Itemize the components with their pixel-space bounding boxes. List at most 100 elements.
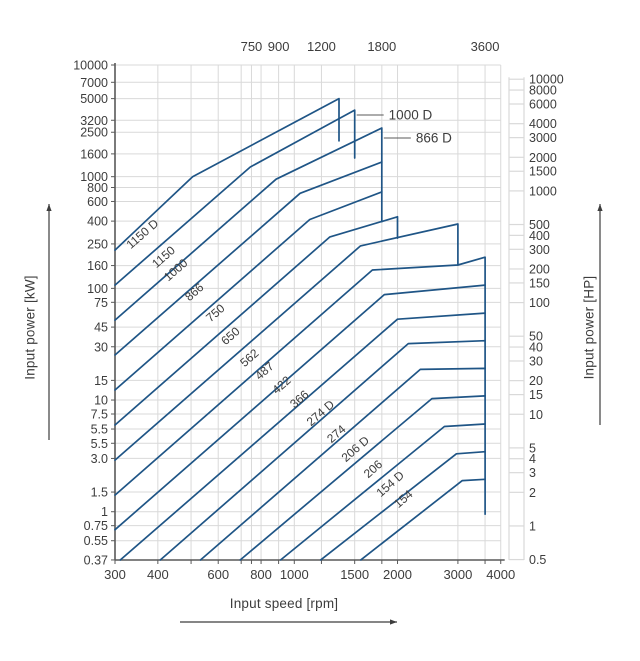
kw-tick-label: 10000: [73, 59, 108, 73]
rpm-tick-label: 1500: [340, 567, 369, 582]
curve-1150: [114, 109, 356, 286]
hp-tick-label: 30: [529, 354, 543, 368]
hp-tick-label: 40: [529, 341, 543, 355]
rpm-top-tick-label: 1200: [307, 39, 336, 54]
rpm-top-tick-label: 900: [268, 39, 290, 54]
kw-axis-arrow-head: [46, 204, 52, 211]
hp-tick-label: 150: [529, 276, 550, 290]
hp-tick-label: 3: [529, 466, 536, 480]
curve-label-206-d: 206 D: [339, 433, 373, 465]
hp-tick-label: 1500: [529, 165, 557, 179]
kw-tick-label: 75: [94, 296, 108, 310]
kw-tick-label: 45: [94, 321, 108, 335]
kw-tick-label: 3200: [80, 114, 108, 128]
rpm-top-tick-label: 750: [241, 39, 263, 54]
callout-label-866-d: 866 D: [416, 130, 452, 145]
hp-tick-label: 5: [529, 441, 536, 455]
kw-tick-label: 0.55: [84, 534, 108, 548]
curve-750: [114, 191, 383, 391]
hp-tick-label: 8000: [529, 84, 557, 98]
kw-tick-label: 1.5: [91, 486, 108, 500]
rpm-tick-label: 800: [250, 567, 272, 582]
rpm-top-tick-label: 1800: [367, 39, 396, 54]
kw-tick-label: 10: [94, 394, 108, 408]
kw-tick-label: 0.37: [84, 553, 108, 567]
kw-tick-label: 400: [87, 215, 108, 229]
curve-562: [114, 223, 459, 461]
curve-label-274-d: 274 D: [304, 397, 338, 429]
kw-tick-label: 160: [87, 259, 108, 273]
rpm-tick-label: 1000: [280, 567, 309, 582]
kw-tick-label: 100: [87, 282, 108, 296]
curve-label-366: 366: [287, 387, 312, 411]
kw-tick-label: 30: [94, 340, 108, 354]
hp-tick-label: 4000: [529, 117, 557, 131]
curve-1150-d: [114, 97, 340, 251]
kw-tick-label: 1: [101, 505, 108, 519]
curve-label-154: 154: [391, 487, 416, 511]
kw-tick-label: 7.5: [91, 407, 108, 421]
y-axis-title-hp: Input power [HP]: [581, 275, 597, 380]
hp-tick-label: 4: [529, 452, 536, 466]
rpm-tick-label: 3000: [443, 567, 472, 582]
hp-tick-label: 2: [529, 486, 536, 500]
rpm-tick-label: 2000: [383, 567, 412, 582]
curve-label-274: 274: [324, 422, 349, 446]
kw-tick-label: 1000: [80, 170, 108, 184]
x-axis-title: Input speed [rpm]: [229, 596, 339, 611]
curve-866: [114, 161, 383, 356]
hp-tick-label: 400: [529, 229, 550, 243]
rpm-tick-label: 4000: [486, 567, 515, 582]
curve-274-d: [159, 339, 486, 561]
curve-label-750: 750: [203, 301, 228, 325]
hp-tick-label: 100: [529, 296, 550, 310]
kw-tick-label: 3.0: [91, 452, 108, 466]
callout-label-1000-d: 1000 D: [389, 108, 433, 123]
speed-axis-arrow-head: [390, 619, 397, 625]
hp-tick-label: 20: [529, 374, 543, 388]
kw-tick-label: 600: [87, 195, 108, 209]
curve-422: [114, 284, 486, 531]
hp-tick-label: 0.5: [529, 553, 546, 567]
y-axis-title-kw: Input power [kW]: [22, 275, 38, 380]
kw-tick-label: 5.5: [91, 437, 108, 451]
kw-tick-label: 15: [94, 374, 108, 388]
curve-154: [359, 478, 486, 561]
curve-154-d: [319, 450, 486, 561]
kw-tick-label: 800: [87, 181, 108, 195]
hp-axis-arrow-head: [597, 204, 603, 211]
rpm-tick-label: 600: [207, 567, 229, 582]
hp-tick-label: 10000: [529, 73, 564, 87]
curve-487: [114, 256, 486, 496]
curve-label-866: 866: [182, 280, 207, 304]
hp-tick-label: 50: [529, 330, 543, 344]
hp-tick-label: 1: [529, 519, 536, 533]
curve-label-487: 487: [252, 359, 277, 383]
curve-1000: [114, 127, 383, 321]
kw-tick-label: 2500: [80, 126, 108, 140]
curve-206-d: [239, 395, 486, 561]
hp-tick-label: 2000: [529, 151, 557, 165]
curve-274: [199, 367, 486, 561]
kw-tick-label: 1600: [80, 147, 108, 161]
hp-tick-label: 3000: [529, 131, 557, 145]
hp-tick-label: 1000: [529, 184, 557, 198]
hp-tick-label: 200: [529, 262, 550, 276]
rpm-top-tick-label: 3600: [471, 39, 500, 54]
kw-tick-label: 0.75: [84, 519, 108, 533]
hp-tick-label: 300: [529, 243, 550, 257]
kw-tick-label: 7000: [80, 76, 108, 90]
hp-tick-label: 500: [529, 218, 550, 232]
kw-tick-label: 5000: [80, 92, 108, 106]
kw-tick-label: 250: [87, 237, 108, 251]
hp-tick-label: 6000: [529, 98, 557, 112]
curve-650: [114, 215, 399, 426]
curve-206: [279, 423, 486, 561]
kw-tick-label: 5.5: [91, 423, 108, 437]
rpm-tick-label: 400: [147, 567, 169, 582]
curve-366: [119, 312, 486, 561]
hp-tick-label: 10: [529, 408, 543, 422]
hp-tick-label: 15: [529, 388, 543, 402]
